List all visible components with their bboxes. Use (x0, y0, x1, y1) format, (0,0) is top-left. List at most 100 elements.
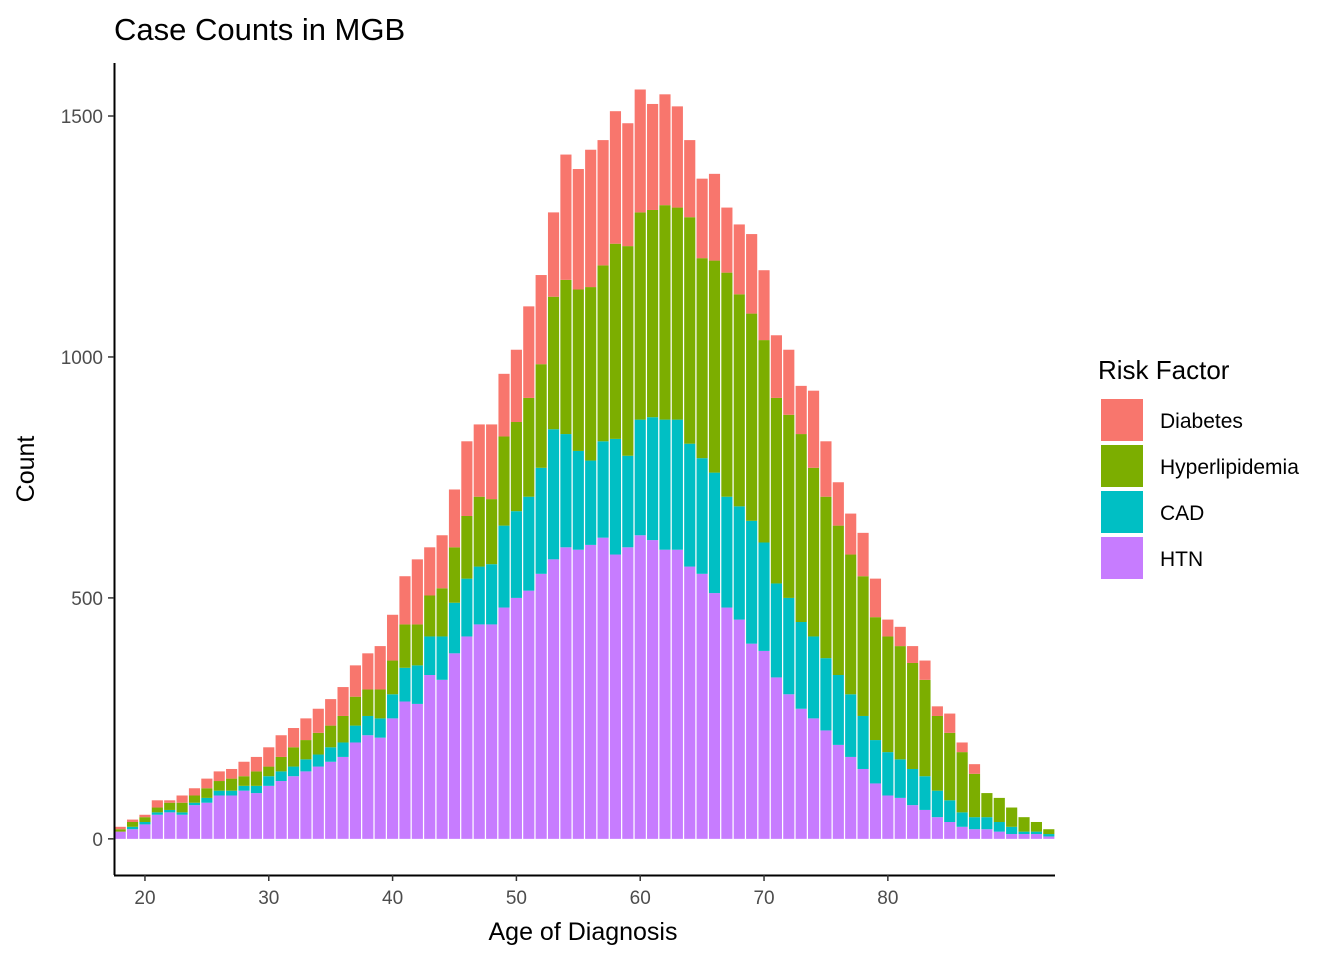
bar-htn-age-35 (325, 761, 337, 839)
bar-hyperlipidemia-age-23 (176, 802, 188, 813)
bar-htn-age-83 (919, 809, 931, 839)
bar-htn-age-78 (857, 768, 869, 839)
x-axis-title: Age of Diagnosis (488, 918, 677, 946)
bar-diabetes-age-51 (523, 306, 535, 398)
bar-htn-age-86 (956, 826, 968, 839)
bar-cad-age-75 (820, 658, 832, 731)
bar-htn-age-61 (647, 540, 659, 839)
bar-cad-age-83 (919, 776, 931, 810)
bar-htn-age-21 (151, 814, 163, 839)
bar-cad-age-79 (869, 740, 882, 784)
bar-hyperlipidemia-age-72 (783, 414, 795, 598)
bar-diabetes-age-60 (634, 89, 646, 213)
bar-diabetes-age-41 (399, 576, 411, 625)
bar-cad-age-52 (535, 467, 547, 574)
bar-htn-age-33 (300, 771, 312, 839)
bar-hyperlipidemia-age-58 (609, 243, 622, 439)
bar-diabetes-age-26 (213, 771, 225, 782)
bar-htn-age-23 (176, 814, 188, 839)
bar-cad-age-35 (325, 747, 337, 762)
bar-htn-age-82 (907, 805, 919, 839)
bar-diabetes-age-45 (448, 489, 461, 548)
y-tick-label-1500: 1500 (61, 107, 103, 128)
bar-htn-age-76 (832, 744, 844, 839)
bar-diabetes-age-76 (832, 482, 844, 526)
bar-htn-age-25 (201, 802, 213, 839)
bar-diabetes-age-72 (783, 349, 795, 415)
y-tick-label-1000: 1000 (61, 348, 103, 369)
bar-cad-age-21 (151, 812, 163, 815)
bar-hyperlipidemia-age-83 (919, 679, 931, 777)
bar-diabetes-age-31 (275, 735, 287, 757)
bar-hyperlipidemia-age-57 (597, 265, 609, 442)
bar-cad-age-84 (931, 790, 943, 818)
bar-diabetes-age-64 (684, 140, 696, 218)
bar-hyperlipidemia-age-71 (770, 397, 782, 584)
y-axis-title: Count (12, 436, 40, 503)
bar-hyperlipidemia-age-60 (634, 212, 646, 420)
x-tick-label-70: 70 (753, 888, 774, 909)
bar-hyperlipidemia-age-80 (882, 636, 894, 753)
bar-cad-age-64 (684, 443, 696, 567)
bar-cad-age-89 (993, 821, 1005, 832)
bar-hyperlipidemia-age-39 (374, 689, 386, 719)
bar-cad-age-82 (907, 768, 919, 806)
legend-key-hyperlipidemia (1101, 445, 1143, 487)
bar-hyperlipidemia-age-73 (795, 434, 807, 622)
bar-diabetes-age-36 (337, 687, 349, 716)
bar-hyperlipidemia-age-24 (188, 795, 201, 803)
bar-diabetes-age-32 (287, 728, 300, 748)
bar-cad-age-86 (956, 812, 968, 827)
bar-htn-age-79 (869, 783, 882, 839)
bar-htn-age-30 (263, 785, 275, 839)
bar-cad-age-91 (1018, 831, 1030, 835)
bar-htn-age-48 (486, 624, 498, 839)
bar-diabetes-age-79 (869, 578, 882, 618)
bar-diabetes-age-54 (560, 154, 572, 280)
bar-cad-age-33 (300, 759, 312, 772)
bar-htn-age-52 (535, 573, 547, 839)
y-tick-label-500: 500 (71, 589, 103, 610)
bar-cad-age-73 (795, 622, 807, 709)
bar-htn-age-63 (671, 549, 683, 839)
bar-htn-age-50 (510, 597, 522, 839)
bar-hyperlipidemia-age-34 (312, 732, 324, 755)
bar-cad-age-58 (609, 438, 622, 555)
bar-htn-age-72 (783, 694, 795, 839)
bar-hyperlipidemia-age-65 (696, 258, 708, 459)
bar-htn-age-84 (931, 817, 943, 839)
bar-cad-age-53 (547, 429, 560, 560)
bar-hyperlipidemia-age-77 (845, 554, 857, 695)
bar-htn-age-73 (795, 708, 807, 839)
bar-hyperlipidemia-age-36 (337, 715, 349, 743)
bar-hyperlipidemia-age-28 (238, 776, 250, 786)
bar-hyperlipidemia-age-53 (547, 296, 560, 430)
bar-htn-age-69 (746, 643, 758, 839)
x-tick-label-80: 80 (877, 888, 898, 909)
bar-cad-age-78 (857, 715, 869, 769)
bar-cad-age-44 (436, 636, 448, 680)
bar-cad-age-40 (387, 694, 399, 719)
x-ticks: 20 30 40 50 60 70 80 (134, 875, 898, 909)
bar-cad-age-23 (176, 812, 188, 815)
bar-diabetes-age-75 (820, 441, 832, 497)
bar-hyperlipidemia-age-52 (535, 364, 547, 468)
bar-htn-age-66 (708, 593, 721, 839)
bar-diabetes-age-84 (931, 706, 943, 716)
bar-hyperlipidemia-age-48 (486, 499, 498, 565)
bar-cad-age-45 (448, 602, 461, 654)
bar-diabetes-age-22 (164, 800, 176, 803)
bar-htn-age-68 (733, 619, 745, 839)
bar-cad-age-92 (1030, 831, 1042, 835)
bar-hyperlipidemia-age-88 (981, 793, 993, 818)
bar-diabetes-age-62 (659, 94, 671, 206)
bar-cad-age-93 (1043, 834, 1055, 837)
bar-hyperlipidemia-age-82 (907, 662, 919, 769)
y-tick-label-0: 0 (92, 830, 103, 851)
bar-htn-age-37 (349, 742, 362, 839)
bar-cad-age-85 (944, 800, 956, 822)
bar-cad-age-25 (201, 797, 213, 803)
bar-cad-age-38 (362, 715, 374, 736)
bar-cad-age-69 (746, 520, 758, 644)
